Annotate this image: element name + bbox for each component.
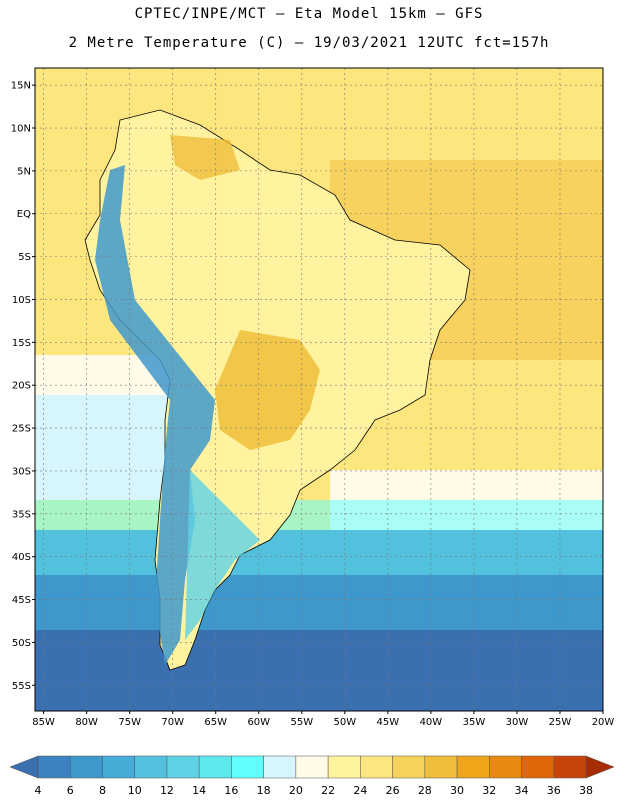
colorbar-label: 6 <box>67 784 74 797</box>
lon-label: 25W <box>549 717 572 728</box>
colorbar-label: 14 <box>192 784 206 797</box>
colorbar-label: 16 <box>224 784 238 797</box>
lat-label: EQ <box>17 209 31 220</box>
colorbar-segment <box>134 755 168 779</box>
lat-label: 35S <box>12 509 31 520</box>
colorbar-label: 24 <box>353 784 367 797</box>
lon-label: 85W <box>32 717 55 728</box>
lon-label: 80W <box>75 717 98 728</box>
colorbar-segment <box>198 755 232 779</box>
lat-label: 30S <box>12 466 31 477</box>
ocean-pacific-cool-band <box>35 395 175 500</box>
graticule <box>35 68 603 711</box>
lon-label: 45W <box>377 717 400 728</box>
lat-label: 25S <box>12 424 31 435</box>
colorbar-label: 4 <box>35 784 42 797</box>
lat-label: 15S <box>12 338 31 349</box>
lon-label: 20W <box>592 717 615 728</box>
lat-label: 15N <box>11 81 31 92</box>
map-plot-area <box>35 68 603 711</box>
colorbar-label: 30 <box>450 784 464 797</box>
lon-label: 60W <box>247 717 270 728</box>
lat-label: 10S <box>12 295 31 306</box>
colorbar-labels: 4 6 8 10 12 14 16 18 20 22 24 26 28 30 32 34 36 38 <box>35 784 594 797</box>
colorbar-segment <box>231 755 264 779</box>
colorbar-segment <box>263 755 297 779</box>
colorbar-segment <box>69 755 103 779</box>
lat-label: 45S <box>12 595 31 606</box>
colorbar-label: 38 <box>579 784 593 797</box>
lon-label: 40W <box>420 717 443 728</box>
colorbar-label: 36 <box>547 784 561 797</box>
colorbar-segment <box>489 755 522 779</box>
ocean-blue-band <box>35 575 603 630</box>
lat-label: 50S <box>12 638 31 649</box>
colorbar-arrow-right <box>585 755 615 779</box>
lon-label: 35W <box>463 717 486 728</box>
colorbar <box>9 755 615 779</box>
lat-label: 40S <box>12 552 31 563</box>
lat-label: 5N <box>17 166 31 177</box>
lat-label: 10N <box>11 124 31 135</box>
colorbar-segment <box>392 755 426 779</box>
latitude-labels: 15N 10N 5N EQ 5S 10S 15S 20S 25S 30S 35S 40S 45S 50S 5… <box>11 81 35 692</box>
colorbar-label: 18 <box>257 784 271 797</box>
colorbar-label: 26 <box>386 784 400 797</box>
colorbar-segment <box>295 755 329 779</box>
lat-label: 5S <box>18 252 31 263</box>
colorbar-label: 10 <box>128 784 142 797</box>
lat-label: 20S <box>12 381 31 392</box>
colorbar-segment <box>166 755 200 779</box>
map-frame <box>34 67 604 712</box>
map-title-line1: CPTEC/INPE/MCT – Eta Model 15km – GFS <box>134 6 484 22</box>
lat-label: 55S <box>12 681 31 692</box>
colorbar-segment <box>456 755 490 779</box>
lon-label: 70W <box>161 717 184 728</box>
northern-warm-zone <box>170 135 240 180</box>
colorbar-arrow-left <box>9 755 39 779</box>
colorbar-segment <box>360 755 393 779</box>
andes-cold-zone <box>95 165 215 665</box>
lon-label: 55W <box>290 717 313 728</box>
colorbar-label: 34 <box>515 784 529 797</box>
colorbar-segment <box>553 755 587 779</box>
colorbar-label: 8 <box>99 784 106 797</box>
longitude-labels: 85W 80W 75W 70W 65W 60W 55W 50W 45W 40W 35W 30W 25W 2… <box>32 711 614 728</box>
colorbar-label: 12 <box>160 784 174 797</box>
colorbar-segment <box>327 755 361 779</box>
colorbar-label: 32 <box>482 784 496 797</box>
patagonia-cool-zone <box>185 470 260 640</box>
colorbar-segment <box>521 755 555 779</box>
colorbar-segment <box>102 755 135 779</box>
colorbar-segment <box>424 755 458 779</box>
ocean-teal-band <box>35 530 603 575</box>
interior-warm-zone <box>215 330 320 450</box>
lon-label: 50W <box>334 717 357 728</box>
ocean-cyan-band <box>35 500 603 530</box>
lon-label: 30W <box>506 717 529 728</box>
lon-label: 75W <box>118 717 141 728</box>
colorbar-label: 22 <box>321 784 335 797</box>
map-title-line2: 2 Metre Temperature (C) – 19/03/2021 12U… <box>68 35 550 51</box>
colorbar-segment <box>37 755 71 779</box>
lon-label: 65W <box>204 717 227 728</box>
colorbar-label: 28 <box>418 784 432 797</box>
colorbar-label: 20 <box>289 784 303 797</box>
